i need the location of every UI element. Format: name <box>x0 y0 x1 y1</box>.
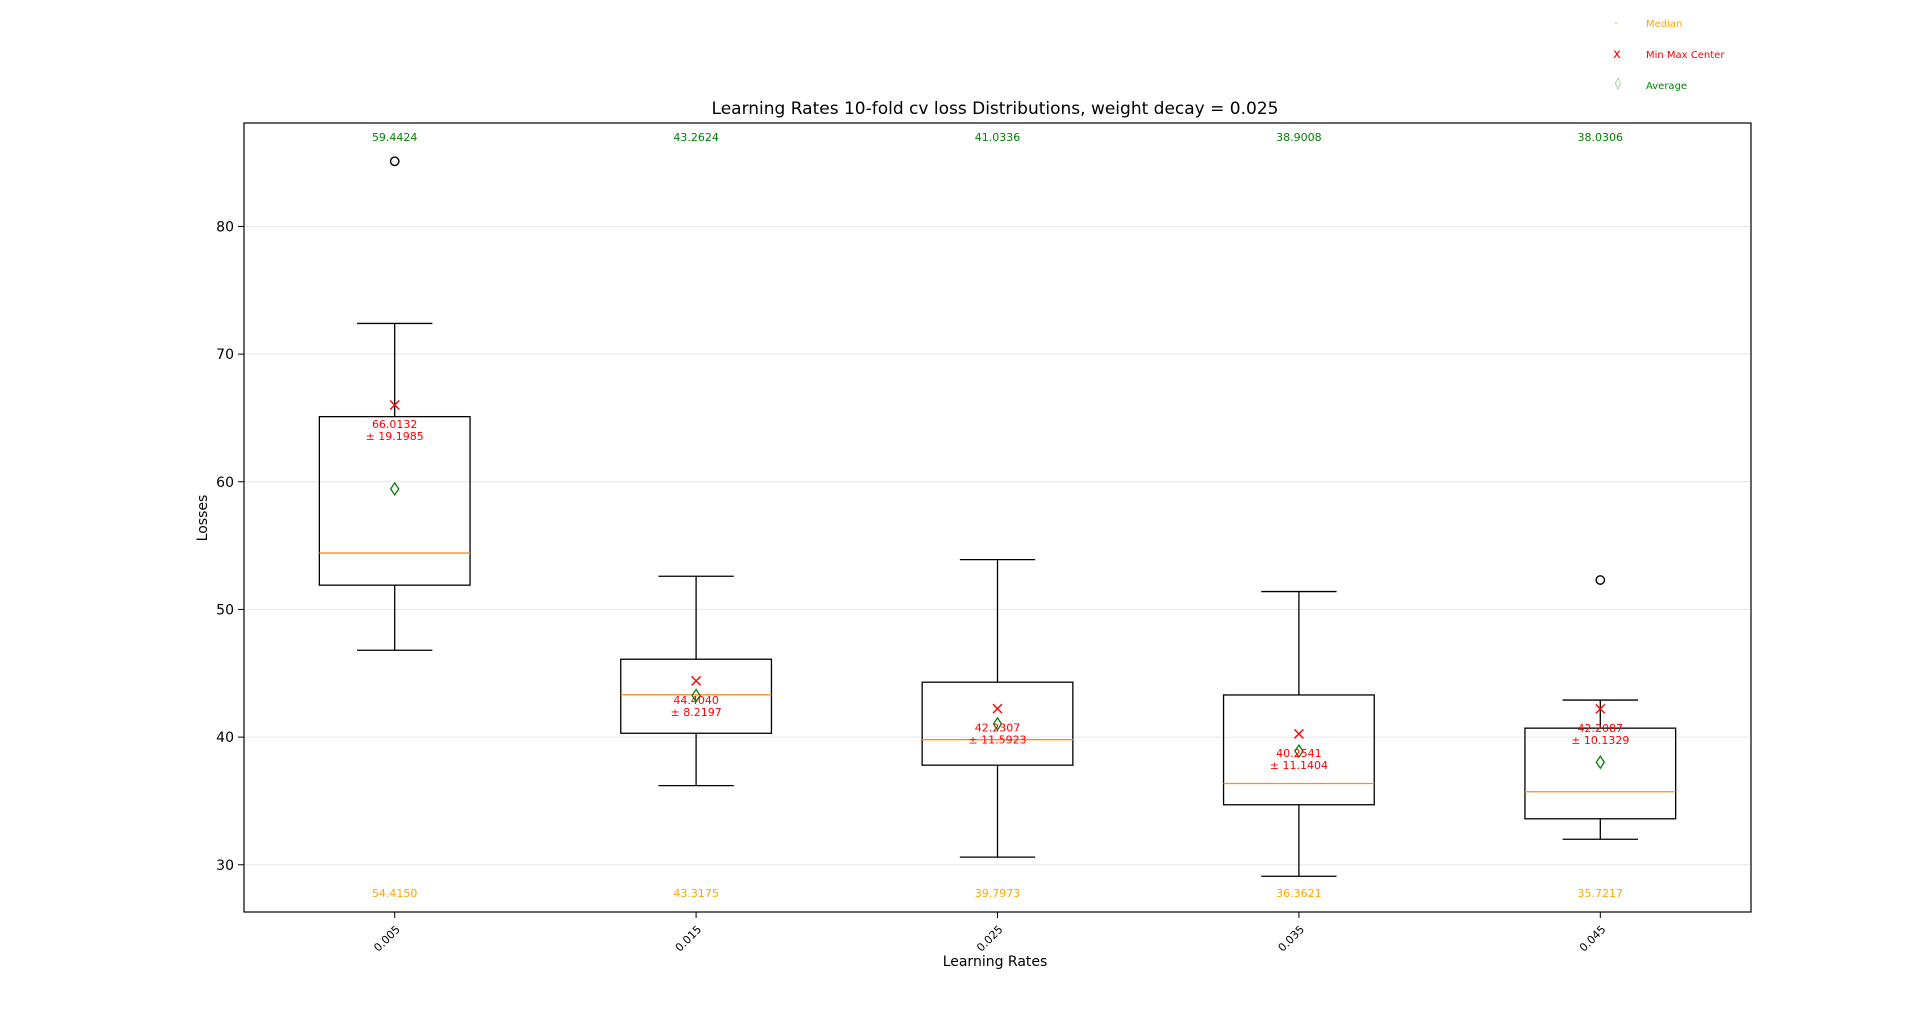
median-value-label: 43.3175 <box>673 887 719 900</box>
center-spread-label: ± 10.1329 <box>1571 734 1629 747</box>
center-marker <box>1595 703 1606 714</box>
box-0.035 <box>1222 590 1375 877</box>
box-0.045 <box>1524 575 1677 840</box>
y-tick-label: 70 <box>216 347 234 363</box>
center-marker <box>992 703 1003 714</box>
y-tick-label: 80 <box>216 219 234 235</box>
mean-value-label: 59.4424 <box>372 131 418 144</box>
legend: - Median x Min Max Center ◊ Average <box>1613 18 1725 92</box>
y-tick-label: 30 <box>216 858 234 874</box>
y-tick-label: 60 <box>216 475 234 491</box>
center-marker <box>1293 728 1304 739</box>
x-tick-label: 0.025 <box>974 923 1005 954</box>
mean-value-label: 38.0306 <box>1578 131 1624 144</box>
average-marker <box>992 716 1003 732</box>
x-axis-label: Learning Rates <box>943 954 1048 970</box>
boxes <box>318 156 1677 877</box>
average-marker <box>691 688 701 703</box>
x-tick-label: 0.005 <box>371 923 402 954</box>
outlier-point <box>389 156 400 167</box>
y-axis-label: Losses <box>195 495 211 542</box>
center-value-label: 42.2307 <box>975 722 1021 735</box>
legend-label-average: Average <box>1646 81 1687 92</box>
value-labels: 66.0132± 19.1985 59.4424 54.4150 44.4040± 8… <box>366 131 1630 900</box>
mean-value-label: 41.0336 <box>975 131 1021 144</box>
iqr-box <box>1524 727 1677 820</box>
center-value-label: 44.4040 <box>673 694 719 707</box>
y-tick-label: 50 <box>216 602 234 618</box>
center-value-label: 40.2541 <box>1276 747 1322 760</box>
axes: 30 40 50 60 70 80 0.005 0.015 0.025 0.035 0.045 <box>216 122 1752 954</box>
legend-marker-median: - <box>1614 18 1618 29</box>
center-marker <box>389 399 400 410</box>
average-marker <box>389 481 400 497</box>
mean-value-label: 38.9008 <box>1276 131 1322 144</box>
center-value-label: 66.0132 <box>372 418 418 431</box>
legend-marker-average: ◊ <box>1615 76 1621 90</box>
average-marker <box>1294 743 1304 759</box>
iqr-box <box>318 415 471 586</box>
chart-title: Learning Rates 10-fold cv loss Distribut… <box>712 99 1279 119</box>
mean-value-label: 43.2624 <box>673 131 719 144</box>
median-value-label: 39.7973 <box>975 887 1021 900</box>
outlier-point <box>1595 575 1606 585</box>
average-marker <box>1595 755 1606 770</box>
center-spread-label: ± 8.2197 <box>670 706 721 719</box>
box-0.015 <box>620 575 773 787</box>
legend-marker-min-max-center: x <box>1613 47 1621 62</box>
box-0.005 <box>318 156 471 651</box>
center-spread-label: ± 11.5923 <box>968 734 1026 747</box>
y-tick-label: 40 <box>216 730 234 746</box>
legend-label-min-max-center: Min Max Center <box>1646 50 1725 61</box>
median-value-label: 36.3621 <box>1276 887 1322 900</box>
x-tick-label: 0.045 <box>1577 923 1608 954</box>
box-0.025 <box>921 558 1074 858</box>
iqr-box <box>921 681 1074 766</box>
iqr-box <box>1222 694 1375 806</box>
iqr-box <box>620 658 773 734</box>
x-tick-label: 0.015 <box>673 923 704 954</box>
median-value-label: 35.7217 <box>1578 887 1624 900</box>
center-marker <box>691 675 702 686</box>
center-spread-label: ± 11.1404 <box>1270 759 1328 772</box>
center-spread-label: ± 19.1985 <box>366 430 424 443</box>
legend-label-median: Median <box>1646 19 1682 30</box>
median-value-label: 54.4150 <box>372 887 418 900</box>
center-value-label: 42.2087 <box>1578 722 1624 735</box>
x-tick-label: 0.035 <box>1276 923 1307 954</box>
